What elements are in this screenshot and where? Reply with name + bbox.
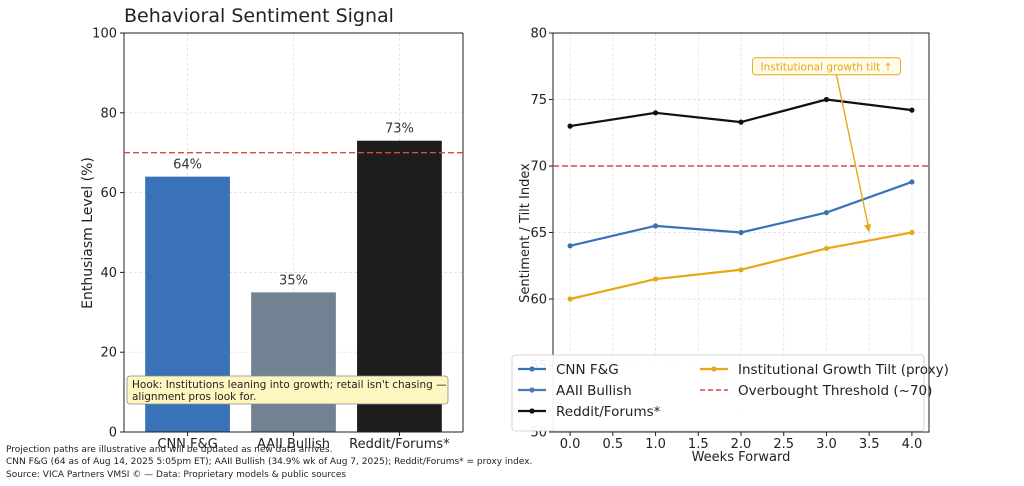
bar-chart-title: Behavioral Sentiment Signal (124, 5, 394, 27)
series-point (909, 229, 915, 236)
series-point (567, 243, 573, 249)
bar-chart-y-axis-label: Enthusiasm Level (%) (80, 157, 96, 309)
data-label: 35% (279, 273, 308, 288)
legend-marker (711, 366, 717, 372)
series-point (738, 119, 744, 125)
y-tick-label: 0 (109, 426, 117, 441)
series-point (738, 229, 744, 236)
series-point (567, 296, 573, 302)
legend-marker (529, 408, 535, 414)
annotation-box (126, 375, 449, 405)
series-point (909, 107, 915, 113)
series-point (738, 267, 744, 273)
legend-marker (529, 387, 535, 393)
series-point (823, 245, 830, 252)
x-tick-label: AAII Bullish (257, 437, 330, 452)
legend-marker (529, 366, 535, 372)
y-tick-label: 100 (92, 27, 117, 42)
x-tick-label: CNN F&G (157, 437, 217, 452)
y-tick-label: 80 (100, 106, 117, 121)
x-tick-label: 2.5 (773, 437, 794, 452)
x-tick-label: 4.0 (902, 437, 923, 452)
bar-chart-y-ticks: 0 20 40 60 80 100 (92, 27, 124, 441)
footer-note-1: Projection paths are illustrative and wi… (6, 445, 333, 455)
x-tick-label: 3.0 (816, 437, 837, 452)
y-tick-label: 40 (100, 266, 117, 281)
line-chart-x-ticks: 0.0 0.5 1.0 1.5 2.0 2.5 3.0 3.5 4.0 (560, 432, 923, 452)
bar-chart-x-ticks: CNN F&G AAII Bullish Reddit/Forums* (157, 432, 450, 452)
x-tick-label: 1.5 (688, 437, 709, 452)
bar-chart-annotation: Hook: Institutions leaning into growth; … (126, 375, 449, 405)
annotation-text: Hook: Institutions leaning into growth; … (132, 379, 447, 403)
x-tick-label: Reddit/Forums* (349, 437, 450, 452)
footer-note-2: CNN F&G (64 as of Aug 14, 2025 5:05pm ET… (6, 457, 533, 467)
footer-source: Source: VICA Partners VMSI © — Data: Pro… (6, 470, 347, 480)
y-tick-label: 20 (100, 346, 117, 361)
line-chart-series (567, 96, 915, 302)
data-label: 73% (385, 122, 414, 137)
annotation-arrow (835, 74, 870, 231)
x-tick-label: 1.0 (645, 437, 666, 452)
series-point (823, 96, 830, 103)
annotation-box (752, 57, 901, 76)
series-point (909, 179, 915, 185)
annotation-line: Hook: Institutions leaning into growth; … (132, 379, 447, 391)
line-chart-annotation: Institutional growth tilt ↑ (752, 57, 901, 233)
annotation-text: Institutional growth tilt ↑ (761, 61, 893, 73)
y-tick-label: 60 (530, 293, 547, 308)
series-point (823, 209, 830, 216)
bar-chart: Behavioral Sentiment Signal Enthusiasm L… (80, 5, 464, 452)
series-point (567, 123, 573, 129)
y-tick-label: 70 (530, 160, 547, 175)
line-chart: Sentiment / Tilt Index Weeks Forward Ins… (511, 27, 949, 465)
y-tick-label: 80 (530, 27, 547, 42)
x-tick-label: 0.5 (602, 437, 623, 452)
y-tick-label: 65 (530, 226, 547, 241)
legend-box (511, 354, 925, 432)
bar (251, 292, 336, 432)
y-tick-label: 60 (100, 186, 117, 201)
data-label: 64% (173, 158, 202, 173)
x-tick-label: 2.0 (731, 437, 752, 452)
legend-label: Institutional Growth Tilt (proxy) (738, 362, 949, 378)
legend-label: Reddit/Forums* (556, 404, 661, 420)
line-chart-y-axis-label: Sentiment / Tilt Index (518, 163, 533, 303)
x-tick-label: 0.0 (560, 437, 581, 452)
y-tick-label: 75 (530, 93, 547, 108)
annotation-arrowhead (864, 223, 871, 233)
legend-label: Overbought Threshold (~70) (738, 383, 932, 399)
line-chart-x-axis-label: Weeks Forward (692, 450, 791, 465)
annotation-line: alignment pros look for. (132, 391, 256, 403)
series-point (652, 223, 659, 229)
legend-label: CNN F&G (556, 362, 619, 378)
line-chart-legend: CNN F&G AAII Bullish Reddit/Forums* Institu… (511, 354, 949, 432)
series-point (652, 276, 659, 282)
bar-chart-data-labels: 64% 35% 73% (173, 122, 414, 289)
legend-label: AAII Bullish (556, 383, 632, 399)
series-point (652, 110, 659, 116)
x-tick-label: 3.5 (859, 437, 880, 452)
